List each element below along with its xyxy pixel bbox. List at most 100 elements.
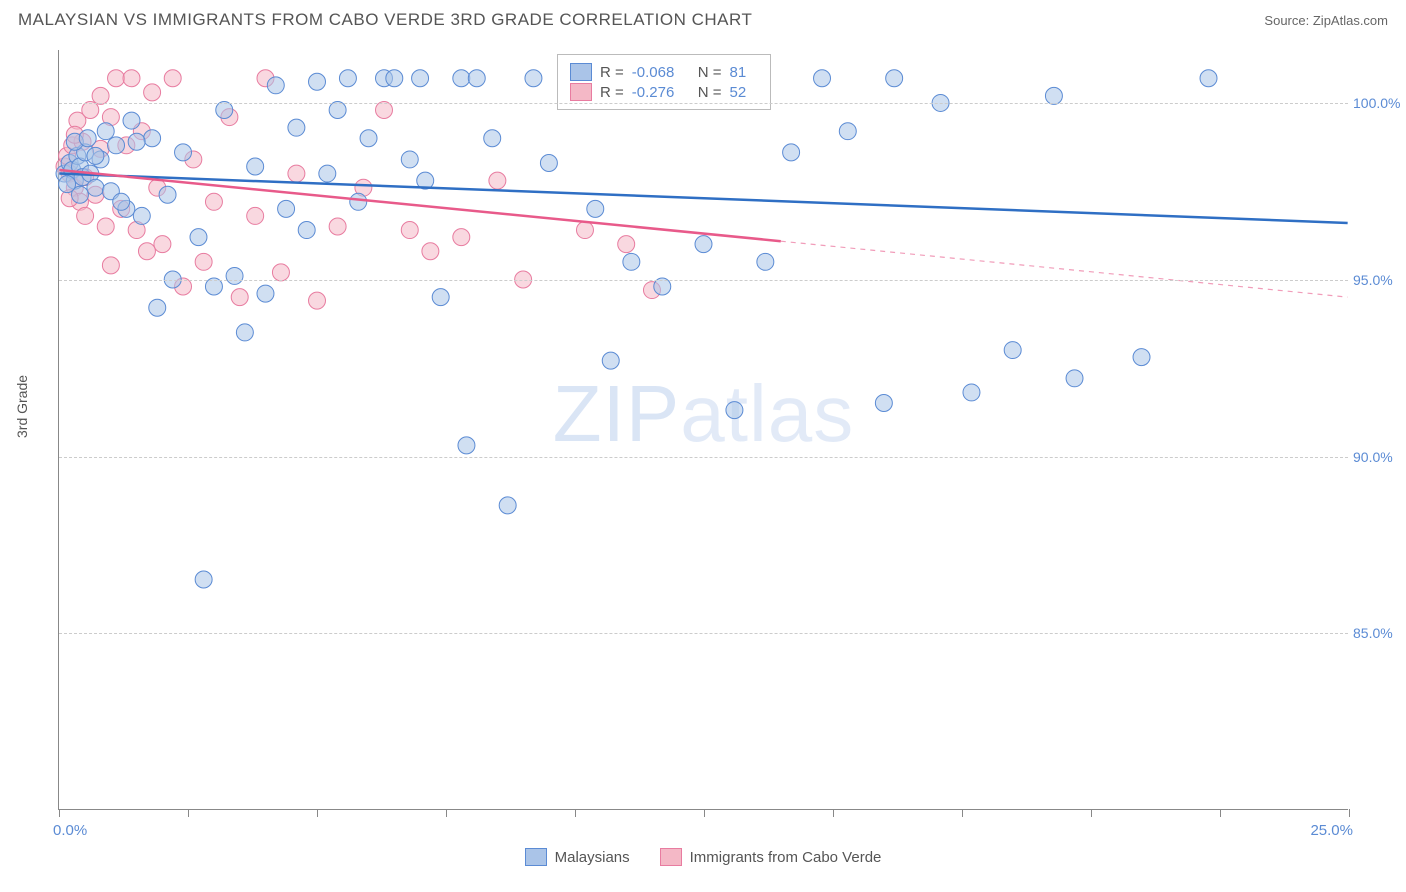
scatter-point bbox=[1045, 87, 1062, 104]
y-tick-label: 90.0% bbox=[1353, 449, 1406, 465]
scatter-point bbox=[602, 352, 619, 369]
x-tick bbox=[962, 809, 963, 817]
scatter-point bbox=[97, 218, 114, 235]
y-axis-label: 3rd Grade bbox=[14, 375, 30, 438]
scatter-point bbox=[309, 73, 326, 90]
scatter-point bbox=[77, 207, 94, 224]
source-label: Source: bbox=[1264, 13, 1309, 28]
series-legend-item: Immigrants from Cabo Verde bbox=[660, 848, 882, 866]
scatter-point bbox=[376, 102, 393, 119]
r-label: R = bbox=[600, 84, 624, 101]
n-label: N = bbox=[698, 84, 722, 101]
scatter-point bbox=[1200, 70, 1217, 87]
scatter-point bbox=[576, 222, 593, 239]
scatter-point bbox=[149, 299, 166, 316]
r-label: R = bbox=[600, 64, 624, 81]
scatter-point bbox=[1004, 342, 1021, 359]
scatter-point bbox=[97, 123, 114, 140]
scatter-point bbox=[1066, 370, 1083, 387]
scatter-point bbox=[164, 70, 181, 87]
scatter-point bbox=[247, 158, 264, 175]
y-tick-label: 85.0% bbox=[1353, 625, 1406, 641]
scatter-point bbox=[432, 289, 449, 306]
legend-swatch bbox=[660, 848, 682, 866]
scatter-point bbox=[288, 165, 305, 182]
scatter-point bbox=[159, 186, 176, 203]
gridline bbox=[59, 633, 1348, 634]
scatter-point bbox=[484, 130, 501, 147]
scatter-point bbox=[339, 70, 356, 87]
scatter-point bbox=[618, 236, 635, 253]
stats-legend-row: R =-0.276N =52 bbox=[570, 83, 758, 101]
stats-legend-row: R =-0.068N =81 bbox=[570, 63, 758, 81]
scatter-point bbox=[963, 384, 980, 401]
scatter-point bbox=[288, 119, 305, 136]
x-tick bbox=[1349, 809, 1350, 817]
scatter-point bbox=[102, 257, 119, 274]
x-tick bbox=[1091, 809, 1092, 817]
scatter-point bbox=[412, 70, 429, 87]
x-max-label: 25.0% bbox=[1310, 822, 1353, 839]
scatter-point bbox=[489, 172, 506, 189]
scatter-point bbox=[350, 193, 367, 210]
scatter-point bbox=[298, 222, 315, 239]
x-tick bbox=[575, 809, 576, 817]
scatter-point bbox=[144, 84, 161, 101]
scatter-point bbox=[133, 207, 150, 224]
scatter-point bbox=[757, 253, 774, 270]
scatter-point bbox=[309, 292, 326, 309]
scatter-point bbox=[87, 179, 104, 196]
correlation-chart: MALAYSIAN VS IMMIGRANTS FROM CABO VERDE … bbox=[10, 10, 1396, 882]
scatter-point bbox=[92, 87, 109, 104]
scatter-point bbox=[499, 497, 516, 514]
scatter-point bbox=[82, 102, 99, 119]
x-tick bbox=[833, 809, 834, 817]
scatter-point bbox=[205, 193, 222, 210]
x-tick bbox=[446, 809, 447, 817]
r-value: -0.068 bbox=[632, 64, 690, 81]
legend-swatch bbox=[570, 63, 592, 81]
plot-svg bbox=[59, 50, 1348, 809]
scatter-point bbox=[386, 70, 403, 87]
gridline bbox=[59, 280, 1348, 281]
series-name: Immigrants from Cabo Verde bbox=[690, 849, 882, 866]
scatter-point bbox=[272, 264, 289, 281]
scatter-point bbox=[138, 243, 155, 260]
scatter-point bbox=[226, 267, 243, 284]
x-tick bbox=[59, 809, 60, 817]
source-attribution: Source: ZipAtlas.com bbox=[1264, 13, 1388, 28]
scatter-point bbox=[79, 130, 96, 147]
scatter-point bbox=[783, 144, 800, 161]
scatter-point bbox=[190, 229, 207, 246]
scatter-point bbox=[453, 229, 470, 246]
scatter-point bbox=[525, 70, 542, 87]
scatter-point bbox=[87, 147, 104, 164]
r-value: -0.276 bbox=[632, 84, 690, 101]
scatter-point bbox=[278, 200, 295, 217]
scatter-point bbox=[59, 176, 76, 193]
chart-title: MALAYSIAN VS IMMIGRANTS FROM CABO VERDE … bbox=[18, 10, 752, 30]
scatter-point bbox=[875, 395, 892, 412]
scatter-point bbox=[1133, 349, 1150, 366]
scatter-point bbox=[453, 70, 470, 87]
stats-legend: R =-0.068N =81R =-0.276N =52 bbox=[557, 54, 771, 110]
scatter-point bbox=[886, 70, 903, 87]
n-value: 81 bbox=[730, 64, 758, 81]
scatter-point bbox=[329, 102, 346, 119]
scatter-point bbox=[587, 200, 604, 217]
scatter-point bbox=[319, 165, 336, 182]
gridline bbox=[59, 103, 1348, 104]
scatter-point bbox=[458, 437, 475, 454]
trend-line-dashed bbox=[781, 241, 1348, 297]
scatter-point bbox=[540, 154, 557, 171]
scatter-point bbox=[175, 144, 192, 161]
y-tick-label: 100.0% bbox=[1353, 95, 1406, 111]
series-legend-item: Malaysians bbox=[525, 848, 630, 866]
series-name: Malaysians bbox=[555, 849, 630, 866]
x-tick bbox=[1220, 809, 1221, 817]
scatter-point bbox=[195, 571, 212, 588]
x-tick bbox=[188, 809, 189, 817]
scatter-point bbox=[623, 253, 640, 270]
scatter-point bbox=[247, 207, 264, 224]
x-tick bbox=[704, 809, 705, 817]
